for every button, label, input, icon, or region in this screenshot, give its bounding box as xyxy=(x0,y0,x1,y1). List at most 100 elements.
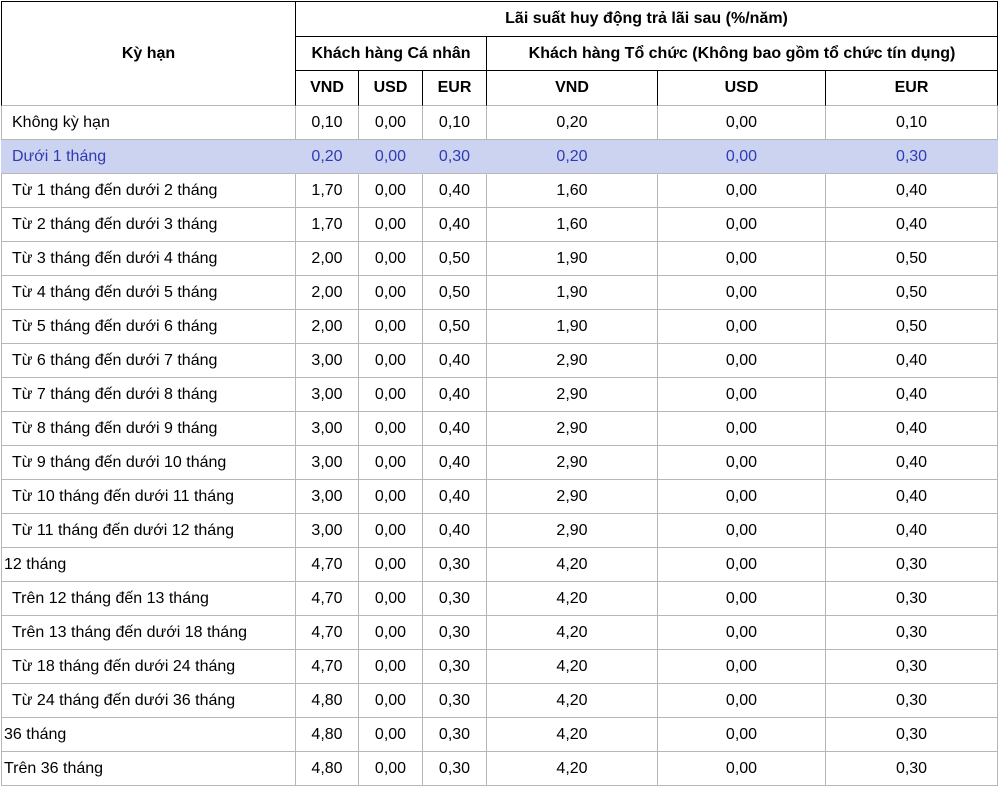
rate-cell: 0,00 xyxy=(658,174,826,208)
rate-cell: 0,00 xyxy=(658,310,826,344)
rate-cell: 4,20 xyxy=(487,582,658,616)
rate-cell: 1,70 xyxy=(296,208,359,242)
term-cell: Từ 18 tháng đến dưới 24 tháng xyxy=(1,650,296,684)
table-row: Từ 5 tháng đến dưới 6 tháng 2,00 0,00 0,50 1… xyxy=(1,310,999,344)
rate-cell: 0,00 xyxy=(658,208,826,242)
rate-cell: 0,00 xyxy=(359,582,423,616)
rate-cell: 4,70 xyxy=(296,548,359,582)
term-cell: Từ 11 tháng đến dưới 12 tháng xyxy=(1,514,296,548)
term-column-header: Kỳ hạn xyxy=(1,1,296,106)
table-row: Từ 8 tháng đến dưới 9 tháng 3,00 0,00 0,40 2… xyxy=(1,412,999,446)
rate-cell: 0,00 xyxy=(658,582,826,616)
table-body: Không kỳ hạn 0,10 0,00 0,10 0,20 0,00 0,10 Dưới… xyxy=(1,106,999,786)
rate-cell: 0,40 xyxy=(826,378,999,412)
currency-header-personal-vnd: VND xyxy=(296,71,359,106)
table-row: 36 tháng 4,80 0,00 0,30 4,20 0,00 0,30 xyxy=(1,718,999,752)
rate-cell: 1,60 xyxy=(487,208,658,242)
rate-cell: 0,00 xyxy=(658,650,826,684)
rate-cell: 0,40 xyxy=(423,344,487,378)
table-row: Từ 18 tháng đến dưới 24 tháng 4,70 0,00 0,3… xyxy=(1,650,999,684)
rate-cell: 0,30 xyxy=(826,752,999,786)
rate-cell: 0,40 xyxy=(423,514,487,548)
rate-cell: 0,40 xyxy=(423,174,487,208)
rate-cell: 0,40 xyxy=(826,412,999,446)
rate-cell: 0,40 xyxy=(826,446,999,480)
rate-cell: 0,30 xyxy=(423,582,487,616)
rate-cell: 0,00 xyxy=(359,446,423,480)
term-cell: 36 tháng xyxy=(1,718,296,752)
currency-header-org-vnd: VND xyxy=(487,71,658,106)
table-header: Kỳ hạn Lãi suất huy động trả lãi sau (%/… xyxy=(1,1,999,106)
rate-cell: 0,00 xyxy=(658,684,826,718)
rate-cell: 0,50 xyxy=(423,242,487,276)
term-cell: Trên 36 tháng xyxy=(1,752,296,786)
term-cell: Dưới 1 tháng xyxy=(1,140,296,174)
table-row: Từ 24 tháng đến dưới 36 tháng 4,80 0,00 0,3… xyxy=(1,684,999,718)
rate-cell: 0,20 xyxy=(487,106,658,140)
rate-cell: 0,00 xyxy=(658,616,826,650)
rate-cell: 0,20 xyxy=(487,140,658,174)
rate-cell: 0,00 xyxy=(658,276,826,310)
table-row: Dưới 1 tháng 0,20 0,00 0,30 0,20 0,00 0,30 xyxy=(1,140,999,174)
rate-cell: 0,30 xyxy=(423,548,487,582)
rate-cell: 0,00 xyxy=(359,310,423,344)
rate-cell: 2,90 xyxy=(487,480,658,514)
rate-cell: 4,80 xyxy=(296,752,359,786)
rate-cell: 0,00 xyxy=(658,548,826,582)
table-row: Từ 6 tháng đến dưới 7 tháng 3,00 0,00 0,40 2… xyxy=(1,344,999,378)
table-row: Không kỳ hạn 0,10 0,00 0,10 0,20 0,00 0,10 xyxy=(1,106,999,140)
rate-cell: 3,00 xyxy=(296,344,359,378)
rate-cell: 0,00 xyxy=(359,106,423,140)
table-row: Từ 4 tháng đến dưới 5 tháng 2,00 0,00 0,50 1… xyxy=(1,276,999,310)
rate-cell: 0,00 xyxy=(359,548,423,582)
rate-cell: 0,00 xyxy=(658,446,826,480)
rate-cell: 0,00 xyxy=(359,140,423,174)
rate-cell: 0,40 xyxy=(826,480,999,514)
rate-cell: 0,20 xyxy=(296,140,359,174)
group-header-personal: Khách hàng Cá nhân xyxy=(296,37,487,71)
rate-cell: 0,30 xyxy=(826,650,999,684)
rate-cell: 0,10 xyxy=(826,106,999,140)
rate-cell: 1,70 xyxy=(296,174,359,208)
rate-cell: 4,20 xyxy=(487,616,658,650)
rate-cell: 0,00 xyxy=(359,276,423,310)
term-cell: Từ 2 tháng đến dưới 3 tháng xyxy=(1,208,296,242)
rate-cell: 3,00 xyxy=(296,480,359,514)
term-cell: Từ 5 tháng đến dưới 6 tháng xyxy=(1,310,296,344)
table-row: Từ 9 tháng đến dưới 10 tháng 3,00 0,00 0,40… xyxy=(1,446,999,480)
table-row: Từ 11 tháng đến dưới 12 tháng 3,00 0,00 0,4… xyxy=(1,514,999,548)
rate-cell: 0,00 xyxy=(658,106,826,140)
table-row: 12 tháng 4,70 0,00 0,30 4,20 0,00 0,30 xyxy=(1,548,999,582)
rate-cell: 2,90 xyxy=(487,412,658,446)
rate-cell: 0,00 xyxy=(359,616,423,650)
rate-cell: 3,00 xyxy=(296,378,359,412)
rate-cell: 4,70 xyxy=(296,650,359,684)
table-row: Từ 1 tháng đến dưới 2 tháng 1,70 0,00 0,40 1… xyxy=(1,174,999,208)
rate-cell: 2,90 xyxy=(487,378,658,412)
table-title: Lãi suất huy động trả lãi sau (%/năm) xyxy=(296,1,999,37)
term-cell: Trên 13 tháng đến dưới 18 tháng xyxy=(1,616,296,650)
rate-cell: 0,40 xyxy=(423,208,487,242)
rate-cell: 0,30 xyxy=(423,616,487,650)
rate-cell: 0,30 xyxy=(423,650,487,684)
group-header-organization: Khách hàng Tổ chức (Không bao gồm tổ chứ… xyxy=(487,37,999,71)
rate-cell: 0,00 xyxy=(359,344,423,378)
rate-cell: 3,00 xyxy=(296,412,359,446)
rate-cell: 1,60 xyxy=(487,174,658,208)
rate-cell: 0,00 xyxy=(359,684,423,718)
rate-cell: 4,20 xyxy=(487,752,658,786)
rate-cell: 4,20 xyxy=(487,548,658,582)
rate-cell: 1,90 xyxy=(487,242,658,276)
rate-cell: 0,00 xyxy=(359,174,423,208)
rate-cell: 2,90 xyxy=(487,514,658,548)
rate-cell: 2,00 xyxy=(296,310,359,344)
table-row: Từ 7 tháng đến dưới 8 tháng 3,00 0,00 0,40 2… xyxy=(1,378,999,412)
term-cell: Từ 1 tháng đến dưới 2 tháng xyxy=(1,174,296,208)
rate-cell: 4,70 xyxy=(296,616,359,650)
rate-cell: 0,30 xyxy=(423,752,487,786)
rate-cell: 0,00 xyxy=(359,378,423,412)
rate-cell: 0,30 xyxy=(423,140,487,174)
rate-cell: 0,00 xyxy=(359,718,423,752)
rate-cell: 0,00 xyxy=(658,344,826,378)
